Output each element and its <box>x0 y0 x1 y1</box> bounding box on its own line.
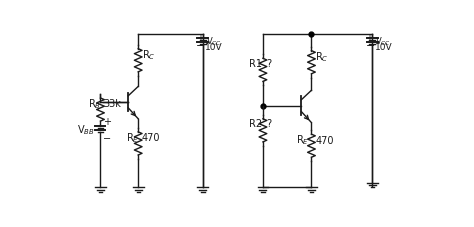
Text: ?: ? <box>266 119 271 129</box>
Text: −: − <box>365 41 375 51</box>
Text: V$_{BB}$: V$_{BB}$ <box>77 123 95 137</box>
Text: R$_C$: R$_C$ <box>315 50 328 64</box>
Text: R$_E$: R$_E$ <box>296 133 309 147</box>
Text: R$_E$: R$_E$ <box>126 131 139 144</box>
Text: ?: ? <box>266 59 271 69</box>
Text: R$_B$: R$_B$ <box>88 97 101 111</box>
Text: V$_{CC}$: V$_{CC}$ <box>375 36 392 48</box>
Text: R1: R1 <box>249 59 262 69</box>
Text: +: + <box>196 33 204 43</box>
Text: R$_C$: R$_C$ <box>142 48 155 62</box>
Text: +: + <box>365 33 374 43</box>
Text: 10V: 10V <box>205 43 223 52</box>
Text: R2: R2 <box>249 119 262 129</box>
Text: +: + <box>103 116 111 126</box>
Text: −: − <box>196 41 205 51</box>
Text: 10V: 10V <box>374 43 392 52</box>
Text: V$_{CC}$: V$_{CC}$ <box>206 36 222 48</box>
Text: 470: 470 <box>142 133 161 143</box>
Text: 470: 470 <box>315 135 334 145</box>
Text: −: − <box>103 133 111 143</box>
Text: 33k: 33k <box>103 99 121 109</box>
